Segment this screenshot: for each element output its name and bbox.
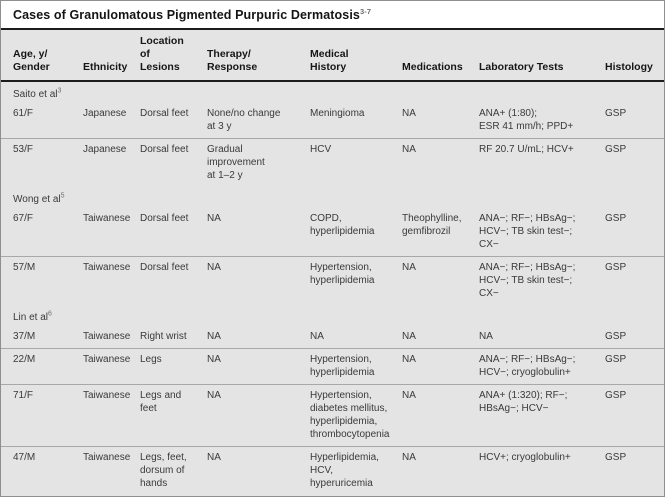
cell-location: Dorsal feet	[140, 108, 189, 119]
cell-ethnicity: Taiwanese	[71, 256, 130, 305]
section-heading-wong: Wong et al5	[1, 187, 664, 208]
column-header-medications: Medications	[390, 30, 467, 82]
cell-histology: GSP	[593, 384, 664, 447]
cell-medications: NA	[390, 446, 467, 495]
section-heading-lin: Lin et al6	[1, 305, 664, 326]
cell-age-gender: 67/F	[13, 213, 34, 224]
table-row: 22/M Taiwanese Legs NA Hypertension, hyp…	[1, 348, 664, 385]
cell-therapy: Gradual improvement at 1–2 y	[195, 138, 298, 187]
cell-therapy: NA	[195, 348, 298, 385]
table-title-reference-superscript: 3-7	[359, 6, 372, 16]
cell-ethnicity: Taiwanese	[71, 446, 130, 495]
table-row: 53/F Japanese Dorsal feet Gradual improv…	[1, 138, 664, 187]
cell-medical-history: COPD, hyperlipidemia	[310, 213, 375, 237]
section-label: Saito et al	[13, 89, 58, 100]
table-row: 67/F Taiwanese Dorsal feet NA COPD, hype…	[1, 208, 664, 257]
cell-location: Dorsal feet	[128, 256, 195, 305]
cell-laboratory-tests: ANA−; RF−; HBsAg−; HCV−; cryoglobulin+	[467, 348, 593, 385]
cell-therapy: NA	[195, 256, 298, 305]
section-heading-saito: Saito et al3	[1, 81, 664, 103]
column-header-histology: Histology	[593, 30, 664, 82]
section-reference-superscript: 5	[60, 192, 65, 200]
section-heading-cell: Lin et al6	[1, 305, 664, 326]
cell-histology: GSP	[593, 348, 664, 385]
cell-laboratory-tests: RF 20.7 U/mL; HCV+	[467, 138, 593, 187]
table-row: 37/M Taiwanese Right wrist NA NA NA NA G…	[1, 326, 664, 349]
cell-ethnicity: Taiwanese	[71, 348, 130, 385]
cell-medications: NA	[402, 108, 416, 119]
cell-ethnicity: Taiwanese	[83, 331, 131, 342]
cell-medications: NA	[390, 348, 467, 385]
cell-medical-history: Hypertension, hyperlipidemia	[298, 256, 390, 305]
column-header-therapy: Therapy/ Response	[195, 30, 298, 82]
table-row: 61/F Japanese Dorsal feet None/no change…	[1, 103, 664, 139]
column-header-location: Location of Lesions	[128, 30, 195, 82]
cell-location: Right wrist	[140, 331, 187, 342]
cell-age-gender: 47/M	[1, 446, 71, 495]
column-header-medical-history: Medical History	[298, 30, 390, 82]
cell-medical-history: NA	[310, 331, 324, 342]
cell-laboratory-tests: ANA+ (1:320); RF−; HBsAg−; HCV−	[467, 384, 593, 447]
cell-laboratory-tests: ANA−; RF−; HBsAg−; HCV−; TB skin test−; …	[479, 213, 576, 250]
column-header-laboratory-tests: Laboratory Tests	[467, 30, 593, 82]
cell-histology: GSP	[593, 256, 664, 305]
section-heading-cell: Saito et al3	[1, 81, 664, 103]
table-row: 57/M Taiwanese Dorsal feet NA Hypertensi…	[1, 256, 664, 305]
cell-age-gender: 53/F	[1, 138, 71, 187]
section-heading-cell: Wong et al5	[1, 187, 664, 208]
cell-ethnicity: Japanese	[83, 108, 127, 119]
cell-medications: Theophylline, gemfibrozil	[402, 213, 462, 237]
cell-laboratory-tests: ANA+ (1:80); ESR 41 mm/h; PPD+	[479, 108, 574, 132]
cell-histology: GSP	[605, 331, 627, 342]
cell-medical-history: Hypertension, hyperlipidemia	[298, 348, 390, 385]
section-label: Wong et al	[13, 194, 61, 205]
cell-therapy: NA	[195, 446, 298, 495]
cell-location: Dorsal feet	[140, 213, 189, 224]
cell-laboratory-tests: HCV+; cryoglobulin+	[467, 446, 593, 495]
table-row: 71/F Taiwanese Legs and feet NA Hyperten…	[1, 384, 664, 447]
cell-therapy: NA	[207, 331, 221, 342]
cell-histology: GSP	[605, 108, 627, 119]
cell-histology: GSP	[593, 446, 664, 495]
cell-location: Legs	[128, 348, 195, 385]
cell-therapy: NA	[207, 213, 221, 224]
cell-laboratory-tests: ANA−; RF−; HBsAg−; HCV−; TB skin test−; …	[467, 256, 593, 305]
cell-medical-history: Meningioma	[310, 108, 365, 119]
column-header-ethnicity: Ethnicity	[71, 30, 128, 82]
cell-medications: NA	[390, 256, 467, 305]
table-row: 47/M Taiwanese Legs, feet, dorsum of han…	[1, 446, 664, 495]
cell-age-gender: 71/F	[1, 384, 71, 447]
cell-medical-history: HCV	[298, 138, 390, 187]
section-label: Lin et al	[13, 312, 49, 323]
cell-histology: GSP	[593, 138, 664, 187]
cell-location: Dorsal feet	[128, 138, 195, 187]
cell-location: Legs, feet, dorsum of hands	[128, 446, 195, 495]
cell-therapy: None/no change at 3 y	[207, 108, 281, 132]
cell-medical-history: Hyperlipidemia, HCV, hyperuricemia	[298, 446, 390, 495]
cell-age-gender: 61/F	[13, 108, 34, 119]
cell-medications: NA	[390, 138, 467, 187]
column-header-age-gender: Age, y/ Gender	[1, 30, 71, 82]
cell-age-gender: 57/M	[1, 256, 71, 305]
section-reference-superscript: 6	[48, 310, 52, 318]
table-title-text: Cases of Granulomatous Pigmented Purpuri…	[13, 8, 360, 22]
header-row: Age, y/ Gender Ethnicity Location of Les…	[1, 30, 664, 82]
cell-medications: NA	[390, 384, 467, 447]
cell-medications: NA	[402, 331, 416, 342]
cell-age-gender: 37/M	[13, 331, 36, 342]
section-reference-superscript: 3	[57, 87, 62, 95]
table-title: Cases of Granulomatous Pigmented Purpuri…	[1, 1, 664, 30]
cell-age-gender: 22/M	[1, 348, 71, 385]
cell-medical-history: Hypertension, diabetes mellitus, hyperli…	[298, 384, 390, 447]
cell-ethnicity: Taiwanese	[83, 213, 131, 224]
cell-therapy: NA	[195, 384, 298, 447]
cell-location: Legs and feet	[128, 384, 195, 447]
cell-laboratory-tests: NA	[479, 331, 493, 342]
cases-table: Age, y/ Gender Ethnicity Location of Les…	[1, 30, 664, 496]
cell-ethnicity: Taiwanese	[71, 384, 130, 447]
cell-histology: GSP	[605, 213, 627, 224]
cell-ethnicity: Japanese	[71, 138, 128, 187]
